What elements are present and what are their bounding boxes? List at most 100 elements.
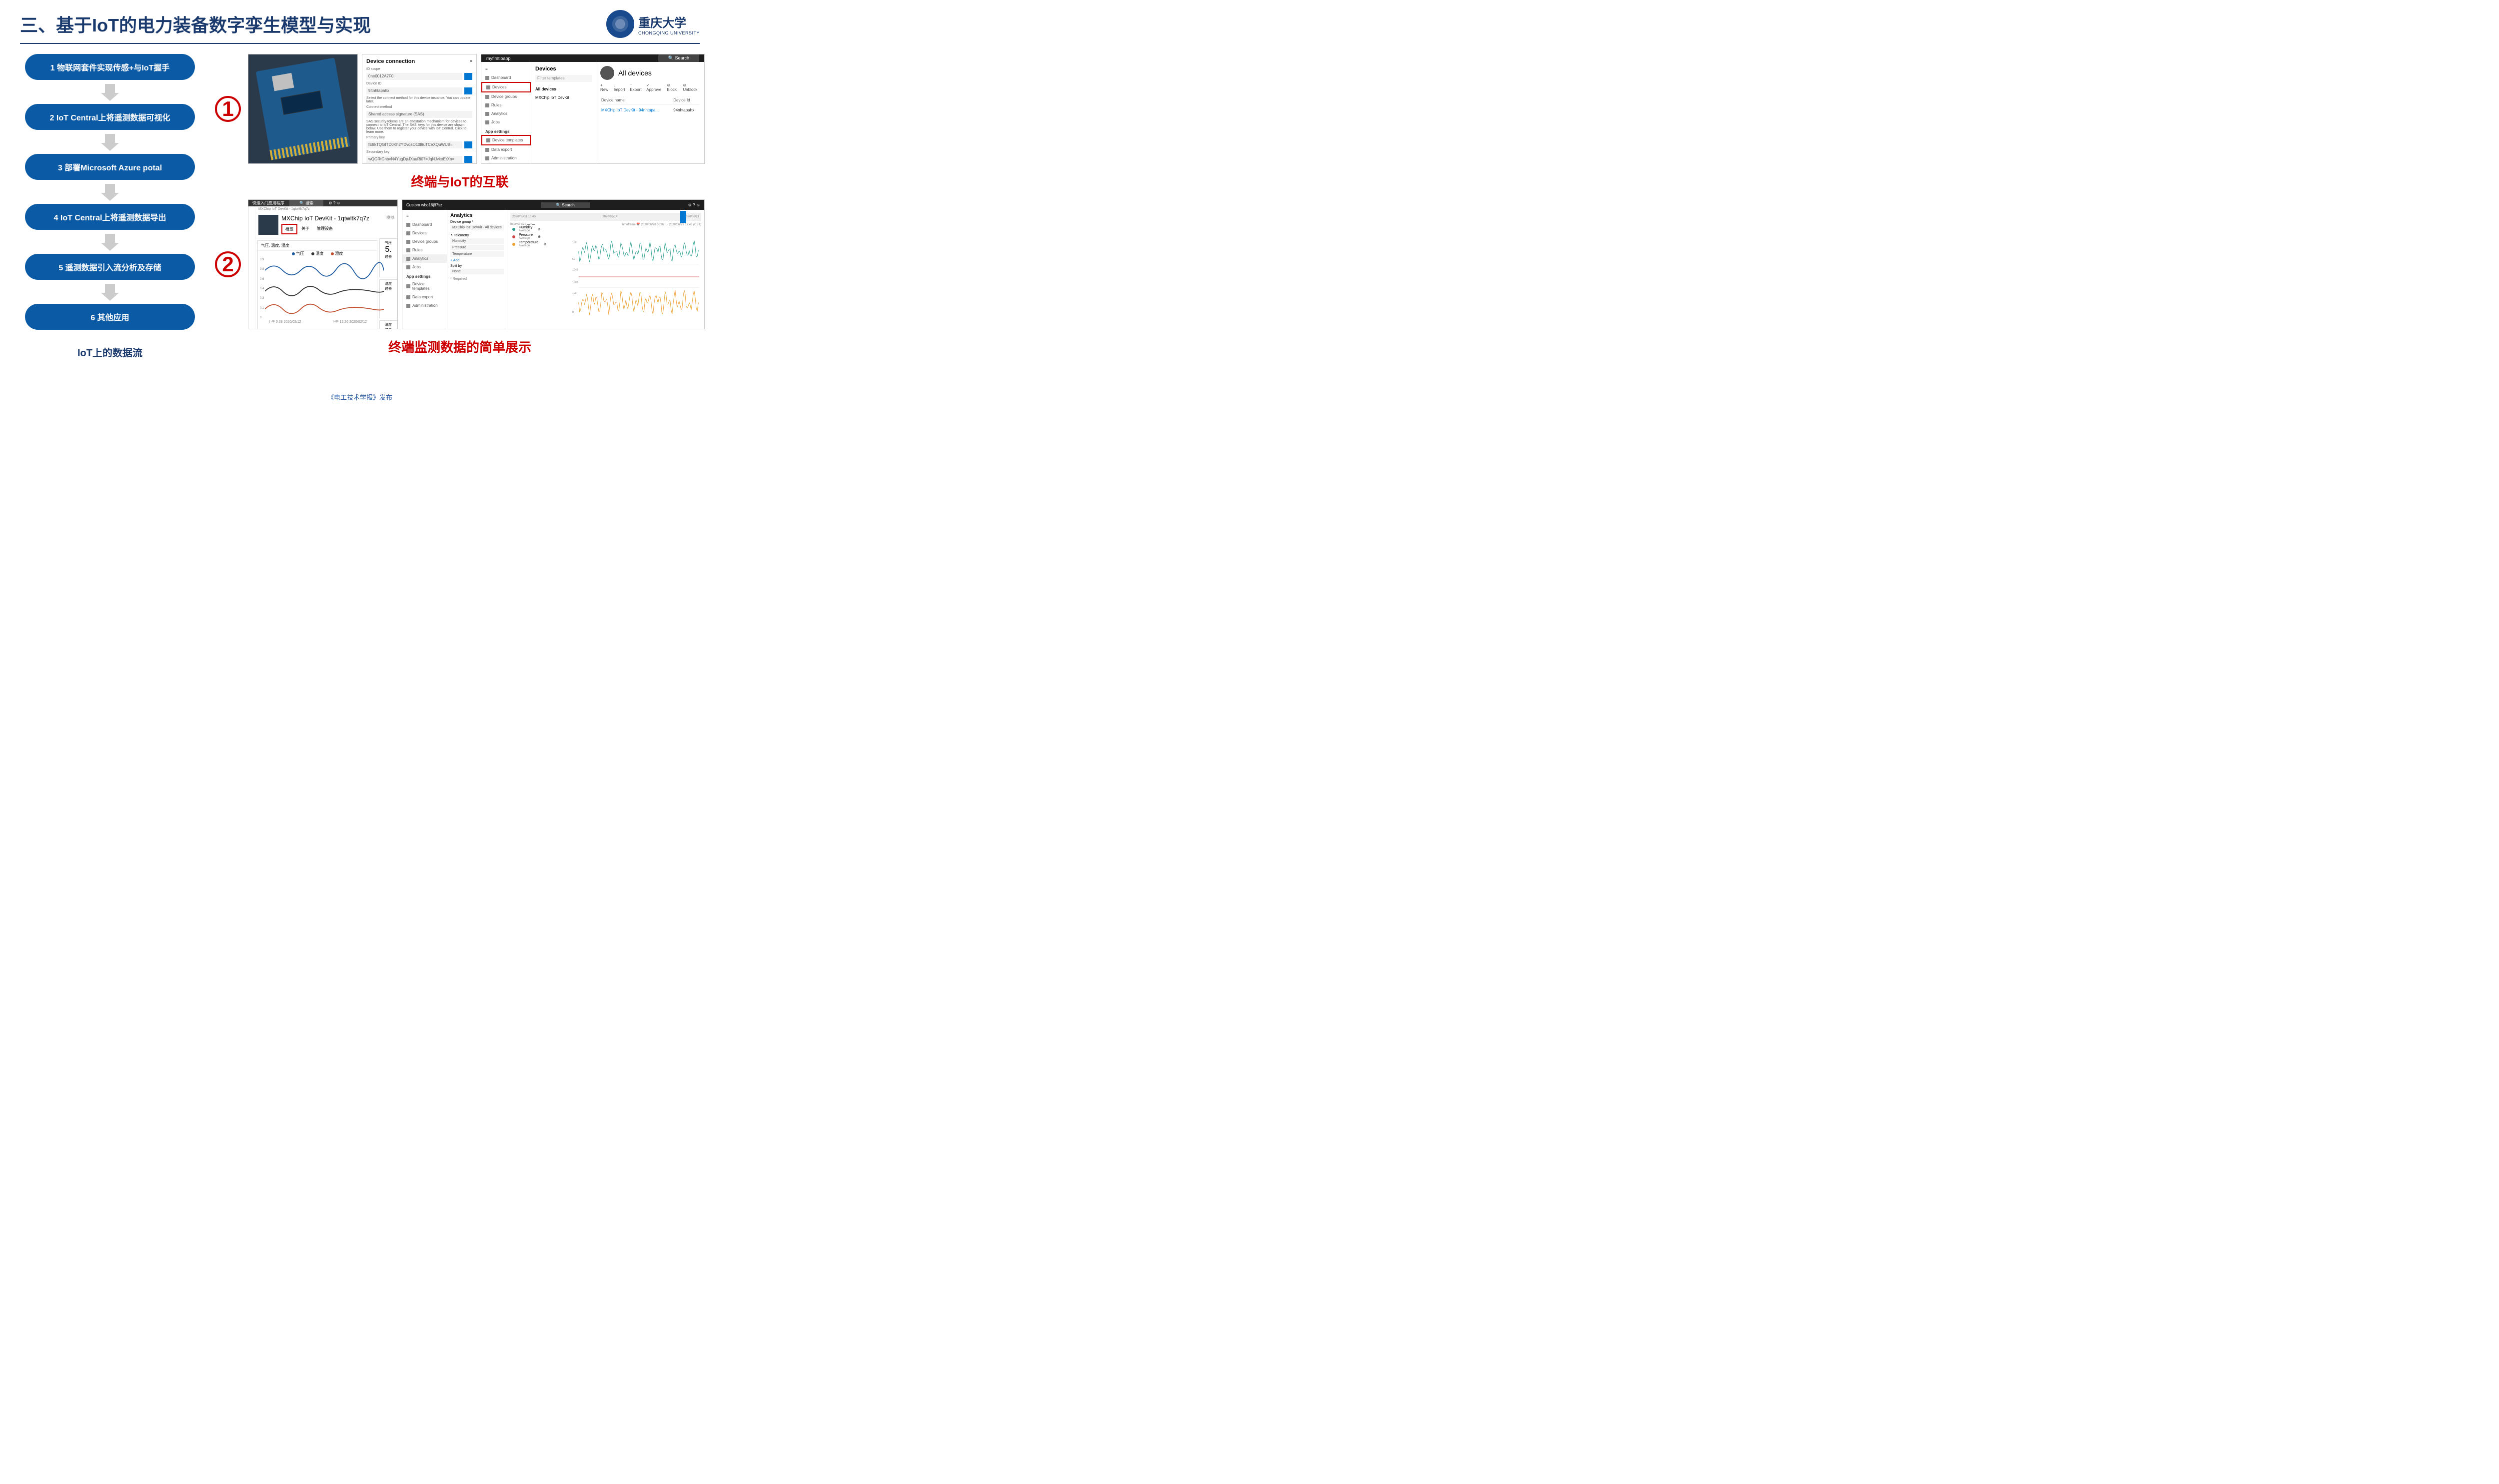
block-button[interactable]: ⊘ Block bbox=[667, 83, 680, 92]
timeline[interactable]: 2020/05/31 10:40 2020/06/14 2020/06/21 bbox=[510, 213, 701, 221]
sidebar-item-devices[interactable]: Devices bbox=[402, 229, 447, 237]
step-4: 4 IoT Central上将遥测数据导出 bbox=[25, 204, 195, 230]
all-devices-item[interactable]: All devices bbox=[535, 85, 592, 93]
slide-title: 三、基于IoT的电力装备数字孪生模型与实现 bbox=[20, 11, 371, 37]
logo-en: CHONGQING UNIVERSITY bbox=[638, 30, 700, 35]
devices-template-list: Devices Filter templates All devices MXC… bbox=[531, 62, 596, 164]
sidebar-item-rules[interactable]: Rules bbox=[481, 101, 531, 109]
chart-title: 气压, 温度, 湿度 bbox=[258, 241, 377, 251]
sidebar-item-jobs[interactable]: Jobs bbox=[402, 263, 447, 271]
sidebar-item-device-groups[interactable]: Device groups bbox=[481, 92, 531, 101]
sidebar-section-app-settings: App settings bbox=[481, 126, 531, 135]
tab-overview[interactable]: 概览 bbox=[281, 224, 297, 234]
analytics-chart-area: 2020/05/31 10:40 2020/06/14 2020/06/21 I… bbox=[507, 210, 704, 329]
analytics-title: Analytics bbox=[450, 213, 504, 218]
slide-header: 三、基于IoT的电力装备数字孪生模型与实现 重庆大学 CHONGQING UNI… bbox=[0, 0, 720, 43]
arrow-icon bbox=[100, 132, 120, 152]
sidebar-item-devices[interactable]: Devices bbox=[481, 82, 531, 92]
breadcrumb[interactable]: MXChip IoT DevKit - 1qtwltk7q7z bbox=[255, 206, 397, 212]
step-2: 2 IoT Central上将遥测数据可视化 bbox=[25, 104, 195, 130]
sidebar-item-device-templates[interactable]: Device templates bbox=[402, 280, 447, 293]
sidebar-hamburger[interactable]: ≡ bbox=[402, 212, 447, 220]
sidebar-item-jobs[interactable]: Jobs bbox=[481, 118, 531, 126]
svg-text:100: 100 bbox=[572, 241, 577, 244]
tab-about[interactable]: 关于 bbox=[298, 224, 313, 234]
analytics-timeseries-chart: 100 50 1040 1000 100 0 bbox=[572, 230, 699, 324]
method-select[interactable]: Shared access signature (SAS) bbox=[366, 111, 472, 118]
filter-input[interactable]: Filter templates bbox=[535, 75, 592, 82]
chart-left-rail bbox=[248, 206, 255, 329]
header-divider bbox=[20, 43, 700, 44]
device-id-label: Device ID bbox=[366, 82, 472, 85]
unblock-button[interactable]: ⊘ Unblock bbox=[683, 83, 700, 92]
section-1-number: 1 bbox=[215, 96, 241, 122]
sidebar-item-analytics[interactable]: Analytics bbox=[402, 254, 447, 263]
step-3: 3 部署Microsoft Azure potal bbox=[25, 154, 195, 180]
sas-note: SAS security tokens are an attestation m… bbox=[366, 120, 472, 134]
id-scope-field[interactable]: 0ne0012A7F0 bbox=[366, 73, 462, 80]
arrow-icon bbox=[100, 232, 120, 252]
sidebar-item-administration[interactable]: Administration bbox=[402, 301, 447, 310]
sidebar-item-device-templates[interactable]: Device templates bbox=[481, 135, 531, 145]
logo-cn: 重庆大学 bbox=[638, 13, 700, 30]
new-button[interactable]: + New bbox=[600, 83, 611, 92]
sidebar-item-data-export[interactable]: Data export bbox=[481, 145, 531, 154]
col-device-id: Device Id bbox=[673, 96, 699, 105]
sim-label: 模拟 bbox=[386, 215, 394, 235]
search-placeholder[interactable]: Search bbox=[675, 55, 689, 60]
flow-caption: IoT上的数据流 bbox=[77, 345, 142, 359]
device-row[interactable]: MXChip IoT DevKit - 94nhtapa...94nhtapah… bbox=[601, 106, 699, 114]
split-by-select[interactable]: None bbox=[450, 269, 504, 274]
timeline-marker[interactable] bbox=[680, 211, 686, 223]
copy-button[interactable] bbox=[464, 87, 472, 94]
section-1: 1 Device connection × ID scope bbox=[215, 54, 705, 164]
arrow-icon bbox=[100, 282, 120, 302]
method-label: Connect method bbox=[366, 105, 472, 109]
tab-manage[interactable]: 管理设备 bbox=[313, 224, 336, 234]
sk-label: Secondary key bbox=[366, 150, 472, 154]
export-button[interactable]: ↑ Export bbox=[630, 83, 643, 92]
analytics-config: Analytics Device group * MXChip IoT DevK… bbox=[447, 210, 507, 329]
section-2: 2 快速入门应用程序 🔍 搜索 ⚙ ? ☺ MXChip IoT DevKit … bbox=[215, 199, 705, 329]
copy-button[interactable] bbox=[464, 141, 472, 148]
secondary-key-field[interactable]: wQGRtGnbvN4YugDpJXauRi07=JqNJvkoErXn= bbox=[366, 156, 462, 163]
import-button[interactable]: ↓ Import bbox=[614, 83, 627, 92]
approve-button[interactable]: ✓ Approve bbox=[646, 83, 664, 92]
device-group-select[interactable]: MXChip IoT DevKit - All devices bbox=[450, 225, 504, 230]
sidebar-item-analytics[interactable]: Analytics bbox=[481, 109, 531, 118]
primary-key-field[interactable]: fE8kTQGITD0Kh2YDvqsO10l8uTCeXQuWUB= bbox=[366, 141, 462, 148]
close-icon[interactable]: × bbox=[470, 58, 472, 67]
telemetry-humidity[interactable]: Humidity bbox=[450, 238, 504, 244]
sidebar-item-dashboard[interactable]: Dashboard bbox=[481, 73, 531, 82]
step-6: 6 其他应用 bbox=[25, 304, 195, 330]
sidebar-item-device-groups[interactable]: Device groups bbox=[402, 237, 447, 246]
iot-central-devices: myfirstioapp 🔍 Search ≡ Dashboard Device… bbox=[481, 54, 705, 164]
template-item[interactable]: MXChip IoT DevKit bbox=[535, 93, 592, 102]
device-actions: + New ↓ Import ↑ Export ✓ Approve ⊘ Bloc… bbox=[600, 83, 700, 92]
section-1-caption: 终端与IoT的互联 bbox=[215, 172, 705, 190]
sidebar-item-data-export[interactable]: Data export bbox=[402, 293, 447, 301]
copy-button[interactable] bbox=[464, 73, 472, 80]
arrow-icon bbox=[100, 82, 120, 102]
sidebar-item-rules[interactable]: Rules bbox=[402, 246, 447, 254]
analytics-sidebar: ≡ Dashboard Devices Device groups Rules … bbox=[402, 210, 447, 329]
all-devices-title: All devices bbox=[618, 69, 652, 77]
copy-button[interactable] bbox=[464, 156, 472, 163]
device-thumbnail bbox=[258, 215, 278, 235]
analytics-app: Custom wbo16j87sz 🔍 Search ⚙ ? ☺ ≡ Dashb… bbox=[402, 199, 705, 329]
svg-text:1040: 1040 bbox=[572, 268, 578, 271]
add-telemetry-button[interactable]: + Add bbox=[450, 259, 504, 262]
telemetry-chart bbox=[265, 258, 384, 318]
svg-text:0: 0 bbox=[572, 311, 574, 314]
sidebar-hamburger[interactable]: ≡ bbox=[481, 65, 531, 73]
section-2-number: 2 bbox=[215, 251, 241, 277]
step-5: 5 遥测数据引入流分析及存储 bbox=[25, 254, 195, 280]
device-id-field[interactable]: 94nhtapahx bbox=[366, 87, 462, 94]
logo-badge bbox=[606, 10, 634, 38]
analytics-legend: HumidityAverage⊕ PressureAverage⊕ Temper… bbox=[512, 225, 546, 248]
telemetry-pressure[interactable]: Pressure bbox=[450, 245, 504, 250]
sidebar-item-dashboard[interactable]: Dashboard bbox=[402, 220, 447, 229]
sidebar-item-administration[interactable]: Administration bbox=[481, 154, 531, 162]
arrow-icon bbox=[100, 182, 120, 202]
telemetry-temperature[interactable]: Temperature bbox=[450, 251, 504, 257]
